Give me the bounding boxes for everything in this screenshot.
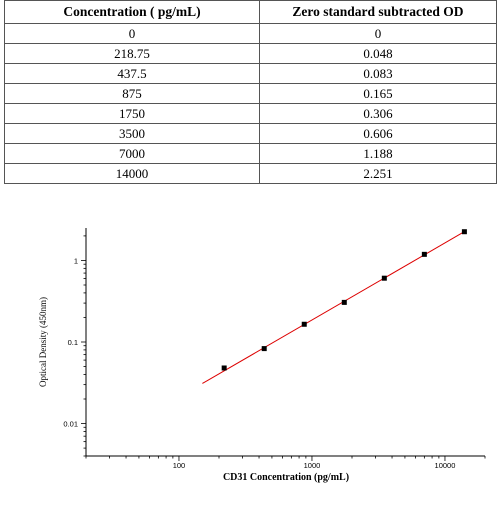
table-row: 7000 1.188	[4, 143, 497, 164]
y-tick-label: 0.1	[68, 338, 78, 347]
standard-curve-table: Concentration ( pg/mL) Zero standard sub…	[4, 0, 497, 184]
header-od: Zero standard subtracted OD	[259, 0, 497, 24]
data-points	[221, 229, 467, 371]
cell-concentration: 14000	[4, 163, 260, 184]
cell-od: 2.251	[259, 163, 497, 184]
x-tick-label: 1000	[304, 461, 321, 470]
x-tick-label: 100	[173, 461, 186, 470]
data-point	[261, 346, 267, 352]
y-tick-label: 1	[74, 256, 78, 265]
cell-concentration: 218.75	[4, 43, 260, 64]
data-point	[221, 365, 227, 371]
x-axis-title: CD31 Concentration (pg/mL)	[223, 472, 349, 483]
y-ticks: 0.01 0.1 1	[63, 235, 86, 457]
x-tick-label: 10000	[435, 461, 456, 470]
y-axis-title: Optical Density (450nm)	[38, 297, 48, 387]
data-point	[341, 299, 347, 305]
table-row: 3500 0.606	[4, 123, 497, 144]
data-point	[421, 251, 427, 257]
y-tick-label: 0.01	[63, 420, 78, 429]
data-point	[301, 321, 307, 327]
x-ticks: 100 1000 10000	[85, 456, 486, 470]
data-point	[381, 275, 387, 281]
table-row: 14000 2.251	[4, 163, 497, 184]
axes	[85, 228, 485, 457]
table-row: 875 0.165	[4, 83, 497, 104]
data-point	[461, 229, 467, 235]
header-concentration: Concentration ( pg/mL)	[4, 0, 260, 24]
cell-od: 0.606	[259, 123, 497, 144]
table-header-row: Concentration ( pg/mL) Zero standard sub…	[4, 0, 497, 24]
table-row: 218.75 0.048	[4, 43, 497, 64]
